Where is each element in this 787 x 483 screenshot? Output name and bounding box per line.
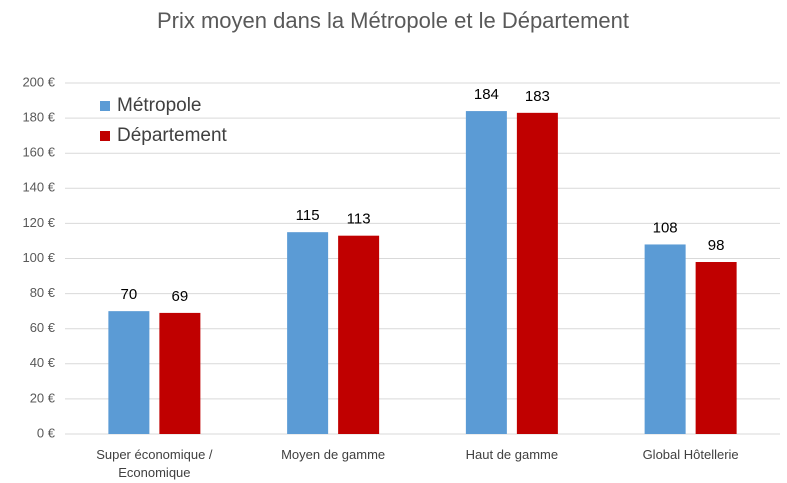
bar xyxy=(159,312,201,434)
bar xyxy=(287,232,329,434)
data-label: 183 xyxy=(525,88,550,105)
x-tick-label: Global Hôtellerie xyxy=(642,447,739,462)
x-tick-label: Haut de gamme xyxy=(465,447,559,462)
data-label: 108 xyxy=(653,219,678,236)
bar xyxy=(644,244,686,434)
y-tick-label: 180 € xyxy=(22,110,55,125)
data-label: 98 xyxy=(708,237,725,254)
data-label: 115 xyxy=(296,207,320,224)
y-tick-label: 20 € xyxy=(30,390,56,405)
data-label: 113 xyxy=(347,211,371,228)
data-label: 70 xyxy=(121,286,138,303)
bar xyxy=(695,262,737,434)
x-tick-label: Super économique / Economique xyxy=(96,447,213,480)
data-label: 69 xyxy=(172,288,189,305)
legend-label: Département xyxy=(117,125,228,146)
chart-title: Prix moyen dans la Métropole et le Dépar… xyxy=(157,8,629,33)
y-tick-label: 120 € xyxy=(22,215,55,230)
y-tick-label: 140 € xyxy=(22,180,55,195)
y-tick-label: 200 € xyxy=(22,74,55,89)
y-tick-label: 40 € xyxy=(30,355,56,370)
y-tick-label: 0 € xyxy=(37,425,56,440)
bar xyxy=(516,112,558,435)
y-tick-label: 60 € xyxy=(30,320,56,335)
x-tick-label: Moyen de gamme xyxy=(281,447,386,462)
bar xyxy=(108,311,150,434)
y-tick-label: 80 € xyxy=(30,285,56,300)
bar xyxy=(465,111,507,434)
legend-label: Métropole xyxy=(117,95,202,116)
legend-swatch xyxy=(100,131,110,141)
bar xyxy=(338,235,380,434)
data-label: 184 xyxy=(474,86,499,103)
y-tick-label: 100 € xyxy=(22,250,55,265)
y-tick-label: 160 € xyxy=(22,145,55,160)
legend-swatch xyxy=(100,101,110,111)
